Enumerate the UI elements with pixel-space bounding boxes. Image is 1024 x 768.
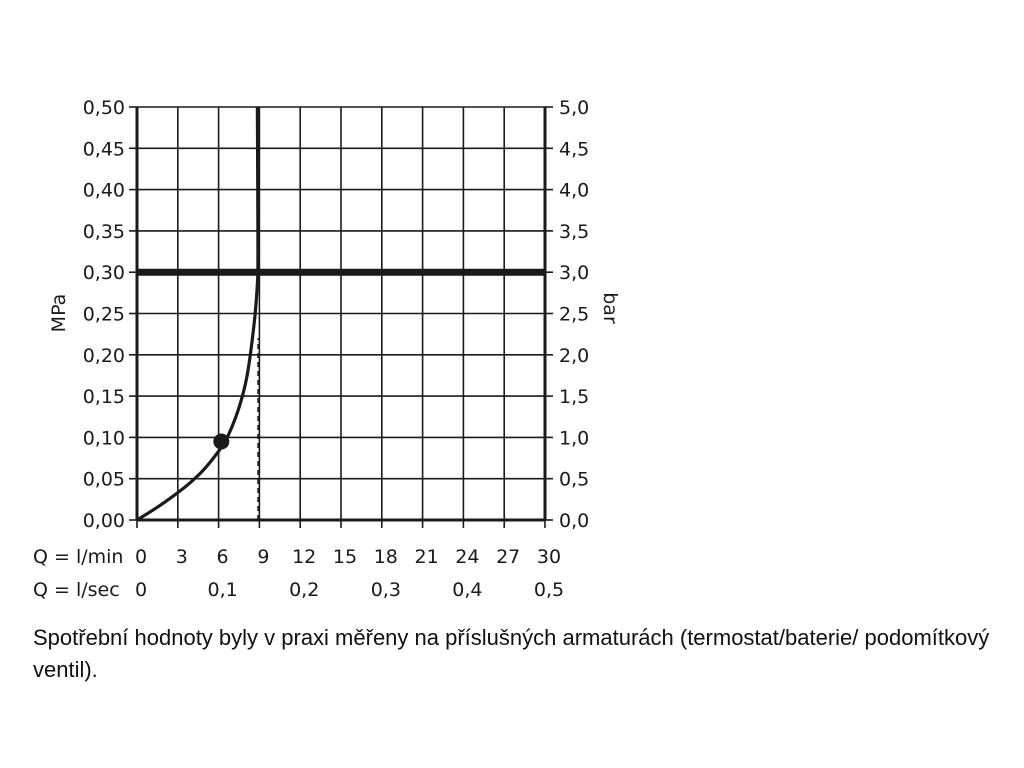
y-right-tick-label: 1,0 xyxy=(559,427,589,449)
y-right-tick-label: 1,5 xyxy=(559,386,589,408)
x-tick-label: 0 xyxy=(135,546,147,568)
y-right-tick-label: 3,0 xyxy=(559,262,589,284)
y-right-tick-label: 0,0 xyxy=(559,510,589,532)
y-right-tick-label: 4,5 xyxy=(559,138,589,160)
x-tick-label: 30 xyxy=(537,546,561,568)
x-tick-label: 0,2 xyxy=(289,579,319,601)
x-tick-label: 24 xyxy=(455,546,479,568)
x-tick-label: 27 xyxy=(496,546,520,568)
chart-series xyxy=(136,106,545,522)
series-line xyxy=(136,106,260,522)
x-axis-title: Q = l/min xyxy=(33,546,123,568)
y-left-tick-label: 0,35 xyxy=(83,221,125,243)
y-left-tick-label: 0,50 xyxy=(83,97,125,119)
x-tick-label: 6 xyxy=(217,546,229,568)
y-right-axis-title: bar xyxy=(599,292,621,324)
x-tick-label: 0,4 xyxy=(452,579,482,601)
caption-text: Spotřební hodnoty byly v praxi měřeny na… xyxy=(33,625,990,682)
x-tick-label: 18 xyxy=(374,546,398,568)
x-axis-title: Q = l/sec xyxy=(33,579,120,601)
marker-point xyxy=(213,433,230,450)
y-right-tick-label: 5,0 xyxy=(559,97,589,119)
y-right-tick-label: 2,5 xyxy=(559,304,589,326)
x-tick-label: 0,3 xyxy=(371,579,401,601)
y-right-tick-label: 4,0 xyxy=(559,180,589,202)
x-tick-label: 0 xyxy=(135,579,147,601)
y-left-tick-label: 0,30 xyxy=(83,262,125,284)
x-tick-label: 0,1 xyxy=(207,579,237,601)
y-left-tick-label: 0,00 xyxy=(83,510,125,532)
y-left-tick-label: 0,40 xyxy=(83,180,125,202)
y-left-tick-label: 0,25 xyxy=(83,304,125,326)
y-left-tick-label: 0,15 xyxy=(83,386,125,408)
x-tick-label: 15 xyxy=(333,546,357,568)
chart-grid xyxy=(129,106,553,528)
pressure-flow-chart: 0,000,050,100,150,200,250,300,350,400,45… xyxy=(33,97,621,601)
x-tick-label: 3 xyxy=(176,546,188,568)
y-left-tick-label: 0,10 xyxy=(83,427,125,449)
x-tick-label: 12 xyxy=(292,546,316,568)
y-left-tick-label: 0,05 xyxy=(83,469,125,491)
y-right-tick-label: 0,5 xyxy=(559,469,589,491)
x-tick-label: 0,5 xyxy=(534,579,564,601)
y-right-tick-label: 2,0 xyxy=(559,345,589,367)
y-left-tick-label: 0,20 xyxy=(83,345,125,367)
x-tick-label: 9 xyxy=(257,546,269,568)
x-tick-label: 21 xyxy=(415,546,439,568)
y-left-axis-title: MPa xyxy=(48,294,70,333)
y-left-tick-label: 0,45 xyxy=(83,138,125,160)
y-right-tick-label: 3,5 xyxy=(559,221,589,243)
chart-labels: 0,000,050,100,150,200,250,300,350,400,45… xyxy=(33,97,621,601)
